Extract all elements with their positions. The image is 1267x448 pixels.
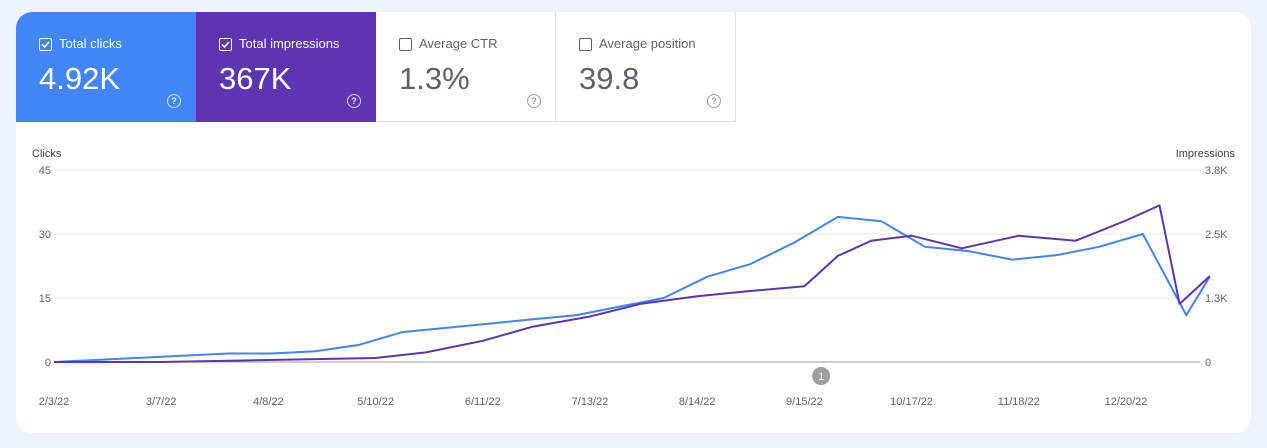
left-axis-title: Clicks (32, 148, 62, 160)
x-tick-label: 5/10/22 (357, 396, 394, 408)
right-tick-label: 3.8K (1205, 165, 1228, 177)
x-tick-label: 9/15/22 (786, 396, 823, 408)
total-clicks-checkbox[interactable] (39, 38, 52, 51)
total-impressions-label: Total impressions (239, 36, 340, 51)
help-icon[interactable]: ? (167, 94, 181, 108)
impressions-series-line (54, 204, 1211, 363)
right-tick-label: 2.5K (1205, 229, 1228, 241)
average-ctr-value: 1.3% (399, 61, 470, 96)
help-icon[interactable]: ? (707, 94, 721, 108)
annotation-marker (812, 367, 831, 385)
total-impressions-tile[interactable]: Total impressions 367K? (196, 12, 376, 122)
right-axis-title: Impressions (1176, 148, 1236, 160)
annotation-label: 1 (818, 371, 824, 383)
average-position-label: Average position (599, 36, 696, 51)
performance-chart: Clicks Impressions 45 3.8K 30 2.5K 15 1.3K 0 0 2/3… (32, 148, 1236, 408)
right-tick-label: 0 (1205, 357, 1211, 369)
average-position-checkbox[interactable] (579, 38, 592, 51)
x-tick-label: 8/14/22 (679, 396, 716, 408)
x-tick-label: 10/17/22 (890, 396, 933, 408)
help-icon[interactable]: ? (527, 94, 541, 108)
total-clicks-value: 4.92K (39, 61, 121, 96)
average-position-tile[interactable]: Average position 39.8? (556, 12, 736, 122)
help-icon[interactable]: ? (347, 94, 361, 108)
x-tick-label: 6/11/22 (465, 396, 501, 408)
left-tick-label: 15 (39, 293, 51, 305)
right-tick-label: 1.3K (1205, 293, 1228, 305)
average-ctr-label: Average CTR (419, 36, 498, 51)
x-tick-label: 2/3/22 (39, 396, 70, 408)
total-impressions-checkbox[interactable] (219, 38, 232, 51)
x-tick-label: 3/7/22 (146, 396, 177, 408)
average-ctr-tile[interactable]: Average CTR 1.3%? (376, 12, 556, 122)
total-clicks-label: Total clicks (59, 36, 122, 51)
clicks-series-line (53, 215, 1211, 363)
average-ctr-checkbox[interactable] (399, 38, 412, 51)
x-tick-label: 7/13/22 (572, 396, 609, 408)
performance-card: Total clicks 4.92K? Total impressions 367K?… (16, 12, 1251, 433)
total-impressions-value: 367K (219, 61, 292, 96)
x-tick-label: 12/20/22 (1105, 396, 1148, 408)
total-clicks-tile[interactable]: Total clicks 4.92K? (16, 12, 196, 122)
left-tick-label: 30 (39, 229, 51, 241)
left-tick-label: 45 (39, 165, 51, 177)
left-tick-label: 0 (45, 357, 51, 369)
x-tick-label: 11/18/22 (998, 396, 1040, 408)
x-tick-label: 4/8/22 (253, 396, 284, 408)
metric-tiles: Total clicks 4.92K? Total impressions 367K?… (16, 12, 736, 122)
average-position-value: 39.8 (579, 61, 640, 96)
